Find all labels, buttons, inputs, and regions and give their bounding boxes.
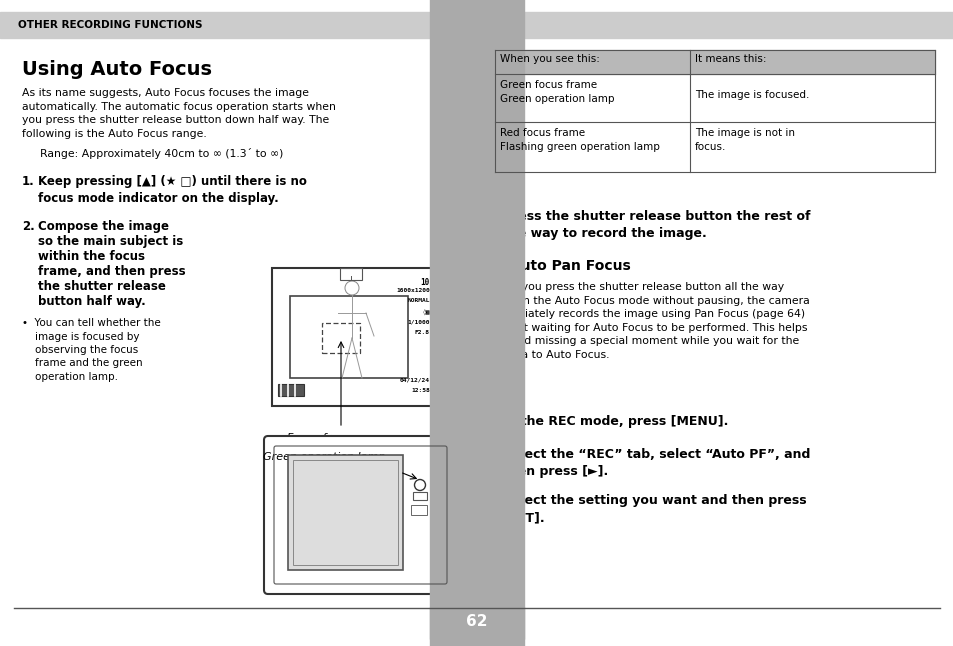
Text: 62: 62: [466, 614, 487, 629]
Text: Compose the image: Compose the image: [38, 220, 169, 233]
Text: button half way.: button half way.: [38, 295, 146, 308]
Text: ◊▩: ◊▩: [422, 310, 430, 317]
Text: 3.: 3.: [486, 210, 500, 223]
Bar: [288, 455, 402, 570]
Text: Range: Approximately 40cm to ∞ (1.3´ to ∞): Range: Approximately 40cm to ∞ (1.3´ to …: [40, 148, 283, 159]
Text: Select the “REC” tab, select “Auto PF”, and: Select the “REC” tab, select “Auto PF”, …: [502, 448, 809, 461]
Text: so the main subject is: so the main subject is: [38, 235, 183, 248]
Text: When you press the shutter release button all the way
down in the Auto Focus mod: When you press the shutter release butto…: [486, 282, 809, 360]
Text: 1/1000: 1/1000: [407, 320, 430, 325]
Bar: [0, 12, 953, 38]
Bar: [339, 268, 361, 280]
Text: frame, and then press: frame, and then press: [38, 265, 186, 278]
Text: In the REC mode, press [MENU].: In the REC mode, press [MENU].: [502, 415, 727, 428]
Text: NORMAL: NORMAL: [407, 298, 430, 303]
Text: operation lamp.: operation lamp.: [22, 372, 118, 382]
Text: 12:58: 12:58: [411, 388, 430, 393]
Text: 1600x1200: 1600x1200: [395, 288, 430, 293]
Bar: [322, 323, 359, 353]
Text: OTHER RECORDING FUNCTIONS: OTHER RECORDING FUNCTIONS: [18, 20, 202, 30]
Text: ■  Auto Pan Focus: ■ Auto Pan Focus: [486, 258, 630, 272]
Text: Select the setting you want and then press: Select the setting you want and then pre…: [502, 494, 806, 507]
Bar: [272, 268, 450, 406]
Text: 04/12/24: 04/12/24: [399, 378, 430, 383]
Text: image is focused by: image is focused by: [22, 331, 139, 342]
Bar: [430, 0, 523, 646]
Text: Using Auto Focus: Using Auto Focus: [22, 60, 212, 79]
Text: 10: 10: [420, 278, 430, 287]
Text: Green focus frame
Green operation lamp: Green focus frame Green operation lamp: [499, 80, 614, 104]
Bar: [430, 607, 523, 639]
Bar: [277, 384, 304, 396]
Text: Green operation lamp: Green operation lamp: [263, 452, 385, 462]
Text: 1.: 1.: [486, 415, 500, 428]
Text: [SET].: [SET].: [502, 511, 545, 524]
Bar: [495, 50, 934, 74]
Text: It means this:: It means this:: [695, 54, 765, 64]
Text: 3.: 3.: [486, 494, 500, 507]
Text: F2.8: F2.8: [415, 330, 430, 335]
Text: the shutter release: the shutter release: [38, 280, 166, 293]
Text: •  You can tell whether the: • You can tell whether the: [22, 318, 161, 328]
Text: then press [►].: then press [►].: [502, 465, 608, 478]
Text: Keep pressing [▲] (★ □) until there is no: Keep pressing [▲] (★ □) until there is n…: [38, 175, 307, 188]
Text: focus mode indicator on the display.: focus mode indicator on the display.: [38, 192, 278, 205]
Text: 2.: 2.: [486, 448, 500, 461]
Bar: [293, 460, 397, 565]
Text: The image is focused.: The image is focused.: [695, 90, 808, 100]
Text: When you see this:: When you see this:: [499, 54, 599, 64]
Text: the way to record the image.: the way to record the image.: [502, 227, 706, 240]
Text: within the focus: within the focus: [38, 250, 145, 263]
Text: The image is not in
focus.: The image is not in focus.: [695, 128, 794, 152]
Bar: [411, 505, 427, 515]
Text: Red focus frame
Flashing green operation lamp: Red focus frame Flashing green operation…: [499, 128, 659, 152]
Text: Press the shutter release button the rest of: Press the shutter release button the res…: [502, 210, 810, 223]
Text: 1.: 1.: [22, 175, 34, 188]
Text: Focus frame: Focus frame: [287, 433, 355, 443]
Text: 2.: 2.: [22, 220, 34, 233]
Text: As its name suggests, Auto Focus focuses the image
automatically. The automatic : As its name suggests, Auto Focus focuses…: [22, 88, 335, 139]
Bar: [290, 296, 408, 378]
Text: observing the focus: observing the focus: [22, 345, 138, 355]
FancyBboxPatch shape: [264, 436, 456, 594]
Bar: [413, 492, 427, 500]
Text: frame and the green: frame and the green: [22, 359, 143, 368]
